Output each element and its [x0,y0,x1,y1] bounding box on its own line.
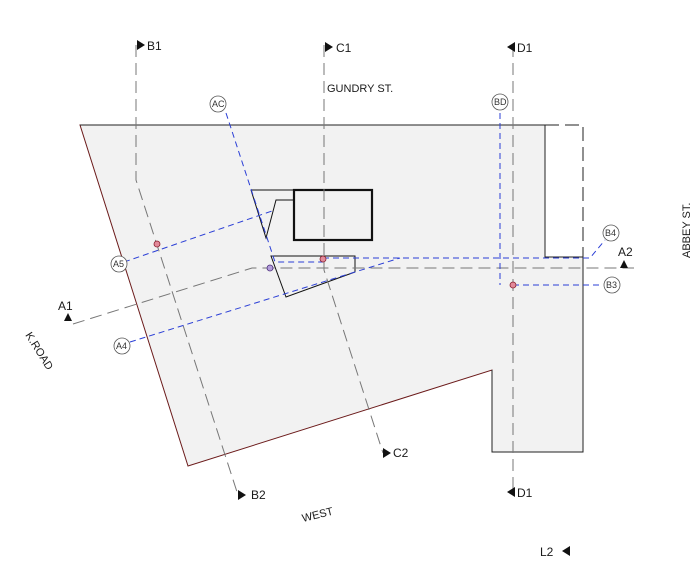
section-marker-ac-label: AC [212,99,225,109]
site-east-edge [491,257,584,453]
section-marker-ac: AC [209,95,227,113]
section-marker-bd-label: BD [494,97,507,107]
street-label-south: WEST [301,506,335,525]
street-label-west: K.ROAD [22,330,55,372]
gridline-c [323,45,384,454]
intersection-dot-b3 [509,281,517,289]
arrow-c1 [325,42,333,52]
section-marker-bd: BD [491,93,509,111]
section-marker-b4: B4 [602,224,620,242]
gridline-label-l2: L2 [540,545,554,559]
gridline-b [135,45,239,496]
arrow-a1 [64,313,72,321]
gridline-label-c2: C2 [393,446,409,460]
notch-dashed-outline [545,124,584,257]
gridline-a [72,267,634,325]
gridline-label-a1: A1 [58,299,73,313]
section-line-ac [225,112,323,263]
gridline-label-b1: B1 [147,39,162,53]
section-marker-b4-label: B4 [605,228,616,238]
arrow-d1-bottom [507,487,515,497]
section-marker-a5-label: A5 [113,259,124,269]
arrow-c2 [383,448,391,458]
section-line-a4 [129,257,401,343]
gridline-label-b2: B2 [251,488,266,502]
section-marker-b3-label: B3 [606,280,617,290]
gridline-label-d1-top: D1 [517,41,533,55]
section-line-a5 [123,209,276,263]
site-boundary [79,124,584,467]
building-block [292,188,374,242]
intersection-dot-a5 [153,240,161,248]
street-label-north: GUNDRY ST. [327,83,393,95]
section-line-b4 [323,239,606,259]
site-top-edge [80,124,583,258]
arrow-d1-top [507,42,515,52]
building-outline-upper [250,189,295,240]
gridline-label-c1: C1 [336,41,352,55]
arrow-l2 [562,546,570,556]
gridline-label-a2: A2 [618,245,633,259]
intersection-dot-c [319,255,327,263]
arrow-b1 [137,40,145,50]
arrow-b2 [238,490,246,500]
section-marker-a4: A4 [113,337,131,355]
section-marker-a5: A5 [110,255,128,273]
intersection-dot-a [266,264,274,272]
street-label-east: ABBEY ST. [681,203,693,258]
gridline-label-d1-bottom: D1 [517,486,533,500]
section-marker-a4-label: A4 [116,341,127,351]
arrow-a2 [620,260,628,268]
section-marker-b3: B3 [603,276,621,294]
